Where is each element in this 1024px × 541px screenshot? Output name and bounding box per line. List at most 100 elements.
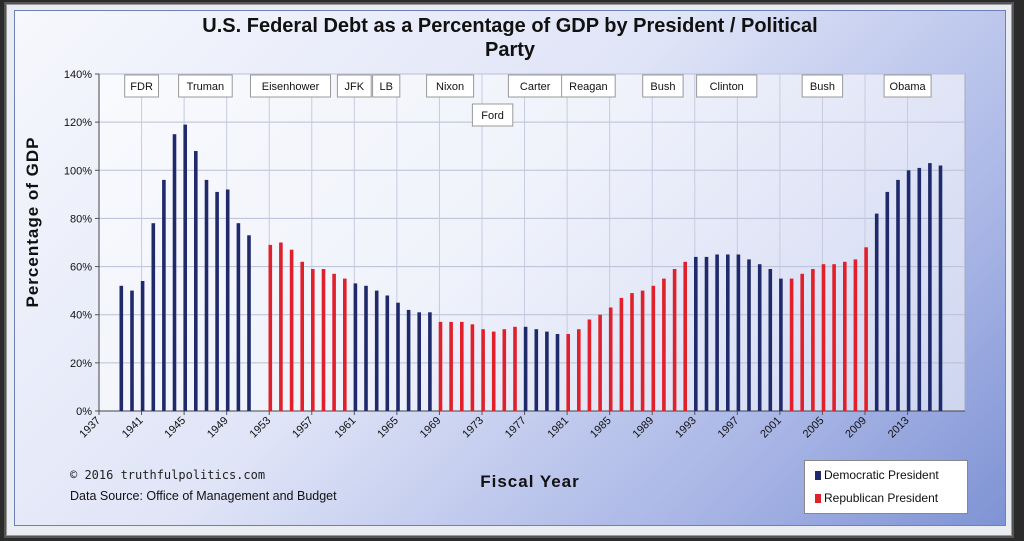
bar-1990 (651, 285, 656, 411)
legend-item-republican: Republican President (815, 490, 938, 506)
x-tick-label: 2001 (758, 415, 784, 441)
bar-2015 (917, 167, 922, 411)
x-tick-label: 1969 (418, 415, 444, 441)
bar-1944 (162, 179, 166, 411)
bar-1972 (460, 321, 464, 411)
bar-1943 (151, 223, 156, 411)
bar-1949 (215, 191, 219, 411)
bar-1999 (747, 259, 751, 411)
president-label: JFK (345, 81, 365, 93)
bar-1987 (619, 297, 624, 411)
president-label-box (426, 74, 475, 98)
y-tick-label: 140% (64, 69, 92, 81)
y-tick-label: 80% (70, 213, 92, 225)
president-label: Bush (650, 81, 675, 93)
x-tick-label: 1993 (673, 415, 699, 441)
bar-2002 (779, 278, 783, 411)
bar-1960 (332, 273, 336, 411)
bar-2007 (832, 264, 836, 411)
copyright-text: © 2016 truthfulpolitics.com (70, 468, 266, 482)
bar-1970 (438, 321, 443, 411)
bar-1947 (194, 151, 198, 411)
bar-1955 (279, 242, 283, 411)
bar-2006 (821, 264, 826, 411)
x-tick-label: 1977 (503, 415, 529, 441)
bar-2008 (843, 261, 847, 411)
bar-1958 (311, 269, 315, 411)
bar-1967 (406, 309, 411, 411)
bar-1968 (417, 312, 421, 411)
bar-2014 (906, 170, 911, 411)
president-label-box (801, 74, 844, 98)
bar-1975 (491, 331, 496, 411)
bar-1945 (172, 134, 177, 411)
x-tick-label: 2009 (843, 415, 869, 441)
bar-2005 (811, 269, 815, 411)
bar-1965 (385, 295, 390, 411)
x-tick-label: 1981 (545, 415, 571, 441)
president-label: Nixon (436, 81, 464, 93)
x-tick-label: 2005 (801, 415, 827, 441)
president-label: Obama (890, 81, 927, 93)
bar-1978 (523, 326, 528, 412)
bar-2003 (789, 278, 794, 411)
x-tick-label: 2013 (886, 415, 912, 441)
president-label: Clinton (710, 81, 744, 93)
president-label-box (336, 74, 372, 98)
bar-1993 (683, 261, 687, 411)
president-label-box (372, 74, 401, 98)
x-tick-label: 1985 (588, 415, 614, 441)
bar-1981 (555, 334, 560, 411)
bar-1974 (481, 329, 485, 411)
president-label: Eisenhower (262, 81, 320, 93)
president-label-box (250, 74, 331, 98)
president-label-box (471, 103, 514, 127)
president-label: Truman (187, 81, 225, 93)
bar-1996 (715, 254, 719, 411)
bar-1977 (513, 326, 517, 412)
x-tick-label: 1949 (205, 415, 231, 441)
bar-2012 (885, 191, 890, 411)
bar-2009 (853, 259, 858, 411)
president-label: LB (379, 81, 392, 93)
bar-1956 (289, 249, 294, 411)
bar-1986 (608, 307, 613, 411)
bar-1946 (183, 124, 187, 411)
chart-legend: Democratic President Republican Presiden… (804, 460, 968, 514)
x-tick-label: 1953 (248, 415, 274, 441)
bar-1973 (470, 324, 475, 411)
president-label-box (178, 74, 233, 98)
bar-1971 (449, 321, 453, 411)
bar-1954 (268, 244, 273, 411)
president-label: Carter (520, 81, 551, 93)
bar-1980 (545, 331, 549, 411)
bar-1988 (630, 293, 634, 411)
bar-1966 (396, 302, 400, 411)
y-tick-label: 60% (70, 262, 92, 274)
bar-2001 (768, 269, 773, 411)
president-label: FDR (130, 81, 153, 93)
president-label: Bush (810, 81, 835, 93)
president-label-box (124, 74, 159, 98)
x-tick-label: 1997 (716, 415, 742, 441)
y-tick-label: 100% (64, 165, 92, 177)
y-tick-label: 20% (70, 358, 92, 370)
legend-swatch-democratic (815, 471, 821, 480)
bar-1963 (364, 285, 368, 411)
legend-label-republican: Republican President (824, 491, 939, 505)
bar-1950 (225, 189, 230, 411)
y-tick-label: 40% (70, 310, 92, 322)
bar-2011 (874, 213, 879, 411)
x-axis-label: Fiscal Year (480, 472, 580, 491)
president-label-box (883, 74, 932, 98)
x-tick-label: 1989 (631, 415, 657, 441)
president-label: Reagan (569, 81, 608, 93)
bar-1997 (726, 254, 730, 411)
x-tick-label: 1957 (290, 415, 316, 441)
bar-2010 (864, 247, 868, 411)
bar-1976 (502, 329, 507, 411)
bar-1964 (374, 290, 379, 411)
bar-1982 (566, 334, 570, 411)
x-tick-label: 1941 (120, 415, 146, 441)
president-label-box (642, 74, 684, 98)
